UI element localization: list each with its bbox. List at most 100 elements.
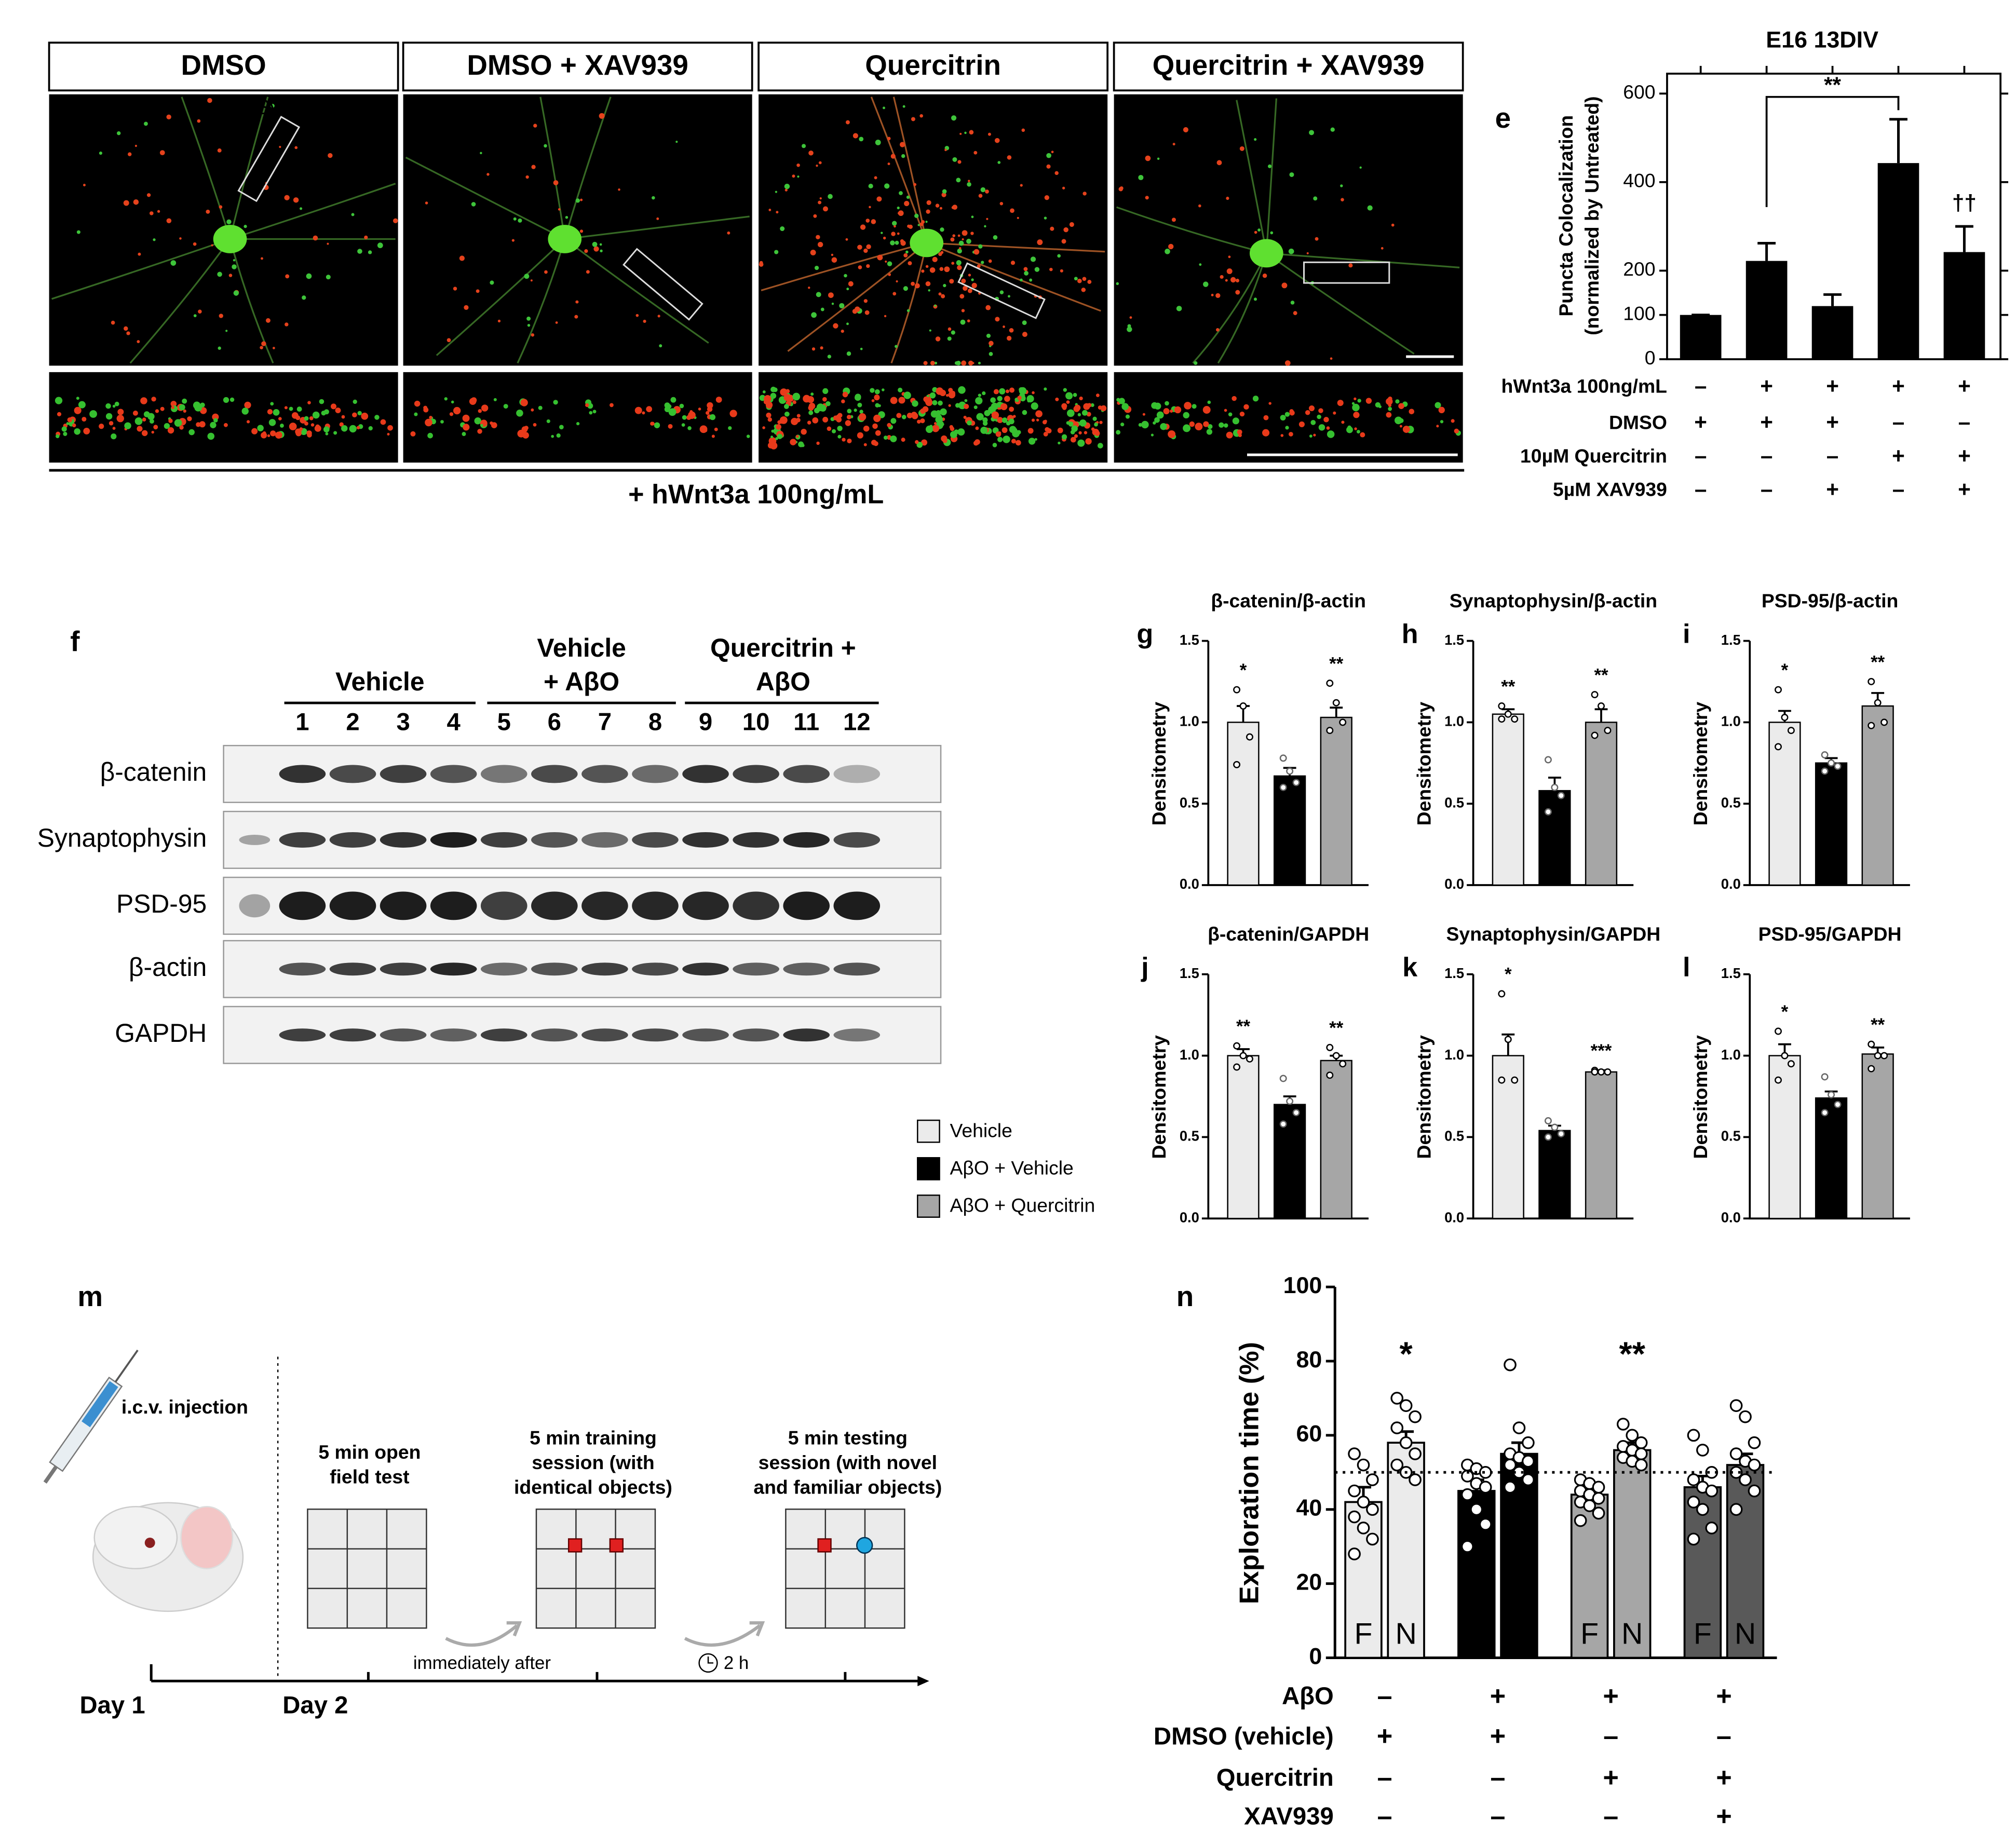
puncta <box>425 201 428 205</box>
puncta <box>823 206 828 212</box>
puncta <box>839 303 845 308</box>
dendrite <box>761 242 927 291</box>
band <box>783 1028 830 1042</box>
puncta <box>335 408 341 414</box>
puncta <box>854 409 857 412</box>
data-point <box>1479 1481 1492 1494</box>
step-label: 5 min training <box>530 1427 657 1449</box>
puncta <box>863 299 868 303</box>
band <box>531 832 578 848</box>
puncta <box>931 425 940 432</box>
data-point <box>1522 1436 1535 1449</box>
puncta <box>940 227 944 232</box>
puncta <box>828 292 834 298</box>
data-point <box>1286 1097 1294 1105</box>
puncta <box>941 294 945 298</box>
puncta <box>775 191 777 193</box>
puncta <box>767 417 773 422</box>
puncta <box>555 321 558 324</box>
y-tick-label: 80 <box>1296 1347 1322 1373</box>
puncta <box>934 304 937 307</box>
data-point <box>1739 1473 1752 1486</box>
condition-mark: – <box>1603 1721 1618 1751</box>
puncta <box>934 361 938 365</box>
puncta <box>921 439 928 446</box>
puncta <box>207 432 215 440</box>
puncta <box>518 218 522 223</box>
band <box>329 962 376 976</box>
puncta <box>1386 412 1392 418</box>
puncta <box>462 432 466 437</box>
chart-title: Synaptophysin/GAPDH <box>1446 923 1661 945</box>
puncta <box>904 200 910 207</box>
puncta <box>1216 328 1220 332</box>
puncta <box>868 183 873 189</box>
bar-category-label: F <box>1694 1617 1712 1650</box>
puncta <box>890 154 896 159</box>
puncta <box>1192 404 1197 409</box>
bar <box>1538 790 1571 886</box>
puncta <box>225 330 228 332</box>
puncta <box>706 411 710 415</box>
puncta <box>497 319 501 323</box>
puncta <box>964 399 968 402</box>
puncta <box>925 281 931 287</box>
band <box>632 1028 679 1042</box>
band <box>239 894 270 918</box>
puncta <box>1298 421 1305 427</box>
y-tick-label: 1.5 <box>1444 965 1464 981</box>
puncta <box>915 440 919 444</box>
puncta <box>768 209 772 211</box>
data-point <box>1775 1076 1782 1084</box>
puncta <box>1388 406 1392 411</box>
puncta <box>997 161 1001 164</box>
puncta <box>847 409 852 414</box>
puncta <box>1347 425 1351 430</box>
puncta <box>1077 413 1081 417</box>
dendrite <box>870 97 928 243</box>
puncta <box>1012 415 1016 418</box>
puncta <box>892 292 897 296</box>
puncta <box>896 280 898 283</box>
puncta <box>1082 277 1087 281</box>
puncta <box>1352 403 1360 412</box>
puncta <box>997 417 1003 423</box>
lane-number: 10 <box>742 708 770 736</box>
data-point <box>1598 702 1605 710</box>
puncta <box>1454 428 1459 434</box>
puncta <box>294 146 298 150</box>
puncta <box>841 399 845 403</box>
data-point <box>1522 1455 1535 1468</box>
puncta <box>124 422 131 429</box>
dendrite <box>787 242 927 352</box>
puncta <box>920 418 925 424</box>
puncta <box>1002 427 1008 433</box>
bar <box>1500 1452 1538 1659</box>
puncta <box>295 415 301 420</box>
bar <box>1585 722 1618 886</box>
micrograph-zoom <box>403 372 752 463</box>
puncta <box>159 150 165 156</box>
puncta <box>188 429 195 436</box>
puncta <box>985 189 989 194</box>
puncta <box>134 417 143 425</box>
data-point <box>1409 1473 1422 1486</box>
puncta <box>926 209 930 214</box>
data-point <box>1592 1491 1605 1505</box>
puncta <box>767 442 774 449</box>
puncta <box>1005 389 1009 393</box>
data-point <box>1366 1503 1379 1516</box>
puncta <box>105 413 113 420</box>
arrow-head <box>749 1621 765 1637</box>
bar-category-label: F <box>1467 1617 1485 1650</box>
band <box>531 962 578 976</box>
puncta <box>1391 223 1395 227</box>
puncta <box>938 400 943 406</box>
puncta <box>959 294 965 299</box>
step-label: 5 min testing <box>788 1427 908 1449</box>
band <box>833 1028 881 1042</box>
puncta <box>112 404 116 408</box>
timeline-arrow <box>917 1676 929 1687</box>
puncta <box>1165 249 1170 254</box>
band <box>733 765 779 783</box>
